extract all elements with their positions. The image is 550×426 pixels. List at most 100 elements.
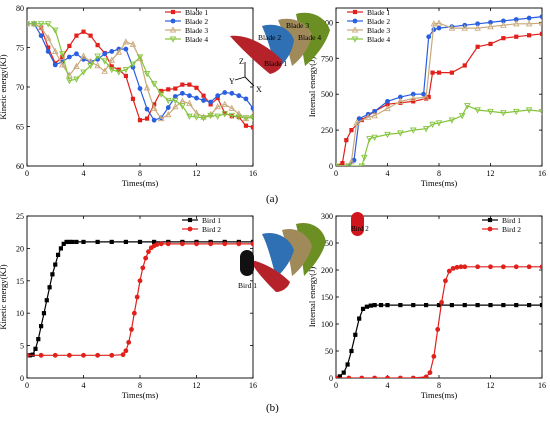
series-line	[336, 22, 542, 166]
data-point	[81, 352, 86, 358]
data-point	[539, 303, 542, 308]
series-blade-2	[27, 21, 253, 123]
y-tick-label: 25	[16, 212, 24, 221]
data-point	[66, 54, 72, 60]
data-point	[513, 20, 520, 27]
data-point	[345, 362, 350, 367]
x-tick-label: 0	[25, 381, 29, 390]
data-point	[70, 239, 75, 245]
data-point	[475, 264, 481, 270]
data-point	[364, 113, 372, 120]
data-point	[337, 374, 342, 378]
data-point	[95, 239, 100, 245]
data-point	[194, 85, 199, 90]
data-point	[474, 107, 481, 114]
data-point	[368, 303, 373, 308]
y-tick-label: 0	[329, 162, 333, 171]
data-point	[150, 104, 158, 111]
blade-2-shape	[262, 232, 294, 278]
data-point	[398, 100, 403, 105]
x-tick-label: 4	[82, 381, 86, 390]
data-point	[250, 105, 253, 111]
legend-label: Bird 2	[502, 225, 521, 234]
x-tick-label: 16	[538, 169, 546, 178]
data-point	[448, 117, 456, 124]
data-point	[81, 29, 86, 34]
data-point	[208, 241, 214, 247]
axis-y-line	[234, 76, 246, 81]
data-point	[527, 303, 532, 308]
data-point	[514, 34, 519, 39]
y-tick-label: 65	[16, 123, 24, 132]
data-point	[73, 62, 80, 70]
data-point	[427, 370, 433, 375]
data-point	[214, 103, 221, 110]
data-point	[475, 303, 480, 308]
legend-marker	[170, 18, 176, 24]
legend-marker	[169, 26, 177, 33]
data-point	[384, 104, 391, 112]
data-point	[462, 63, 467, 68]
y-axis-label: Internal energy(J)	[307, 57, 317, 118]
data-point	[58, 246, 63, 251]
data-point	[52, 62, 58, 68]
x-tick-label: 0	[25, 169, 29, 178]
y-tick-label: 70	[16, 83, 24, 92]
data-point	[249, 111, 253, 118]
data-point	[115, 48, 123, 55]
data-point	[94, 61, 101, 69]
data-point	[59, 61, 66, 68]
data-point	[462, 303, 467, 308]
data-point	[228, 104, 236, 111]
data-point	[436, 303, 442, 308]
data-point	[462, 264, 468, 270]
legend-marker	[187, 226, 193, 232]
data-point	[500, 21, 507, 28]
data-point	[411, 99, 416, 104]
series-blade-4	[27, 21, 253, 122]
x-tick-label: 16	[538, 381, 546, 390]
y-tick-label: 0	[20, 374, 24, 383]
data-point	[150, 81, 158, 88]
data-point	[45, 49, 51, 54]
series-line	[27, 23, 253, 119]
data-point	[30, 21, 38, 28]
chart-b-internal: 0 4 8 12 16 0 50 100 150 200 250 300 Times(ms) Intern…	[307, 212, 546, 400]
data-point	[353, 332, 358, 337]
x-tick-label: 8	[437, 381, 441, 390]
data-point	[385, 375, 390, 378]
data-point	[137, 118, 143, 123]
data-point	[458, 113, 466, 120]
data-point	[73, 76, 80, 83]
series-line	[27, 23, 253, 128]
x-tick-label: 16	[249, 381, 257, 390]
bird-2-label: Bird 2	[351, 225, 369, 233]
data-point	[101, 67, 108, 74]
series-blade-3	[27, 20, 253, 122]
x-tick-label: 12	[487, 169, 495, 178]
y-tick-label: 300	[321, 212, 333, 221]
data-point	[539, 264, 542, 270]
data-point	[371, 134, 378, 141]
data-point	[525, 20, 533, 27]
legend-label: Bird 2	[202, 225, 221, 234]
data-point	[221, 111, 228, 118]
data-point	[179, 103, 186, 110]
data-point	[439, 300, 444, 305]
data-point	[143, 71, 151, 78]
data-point	[359, 375, 365, 378]
data-point	[410, 375, 416, 378]
data-point	[55, 252, 61, 257]
data-point	[228, 112, 236, 120]
data-point	[450, 265, 456, 271]
legend-marker	[487, 217, 493, 223]
legend-label: Blade 4	[185, 35, 208, 44]
legend-marker	[187, 217, 193, 223]
data-point	[172, 94, 178, 99]
data-point	[122, 38, 130, 45]
data-point	[80, 69, 87, 76]
data-point	[346, 375, 352, 378]
data-point	[33, 346, 38, 351]
data-point	[421, 91, 426, 97]
